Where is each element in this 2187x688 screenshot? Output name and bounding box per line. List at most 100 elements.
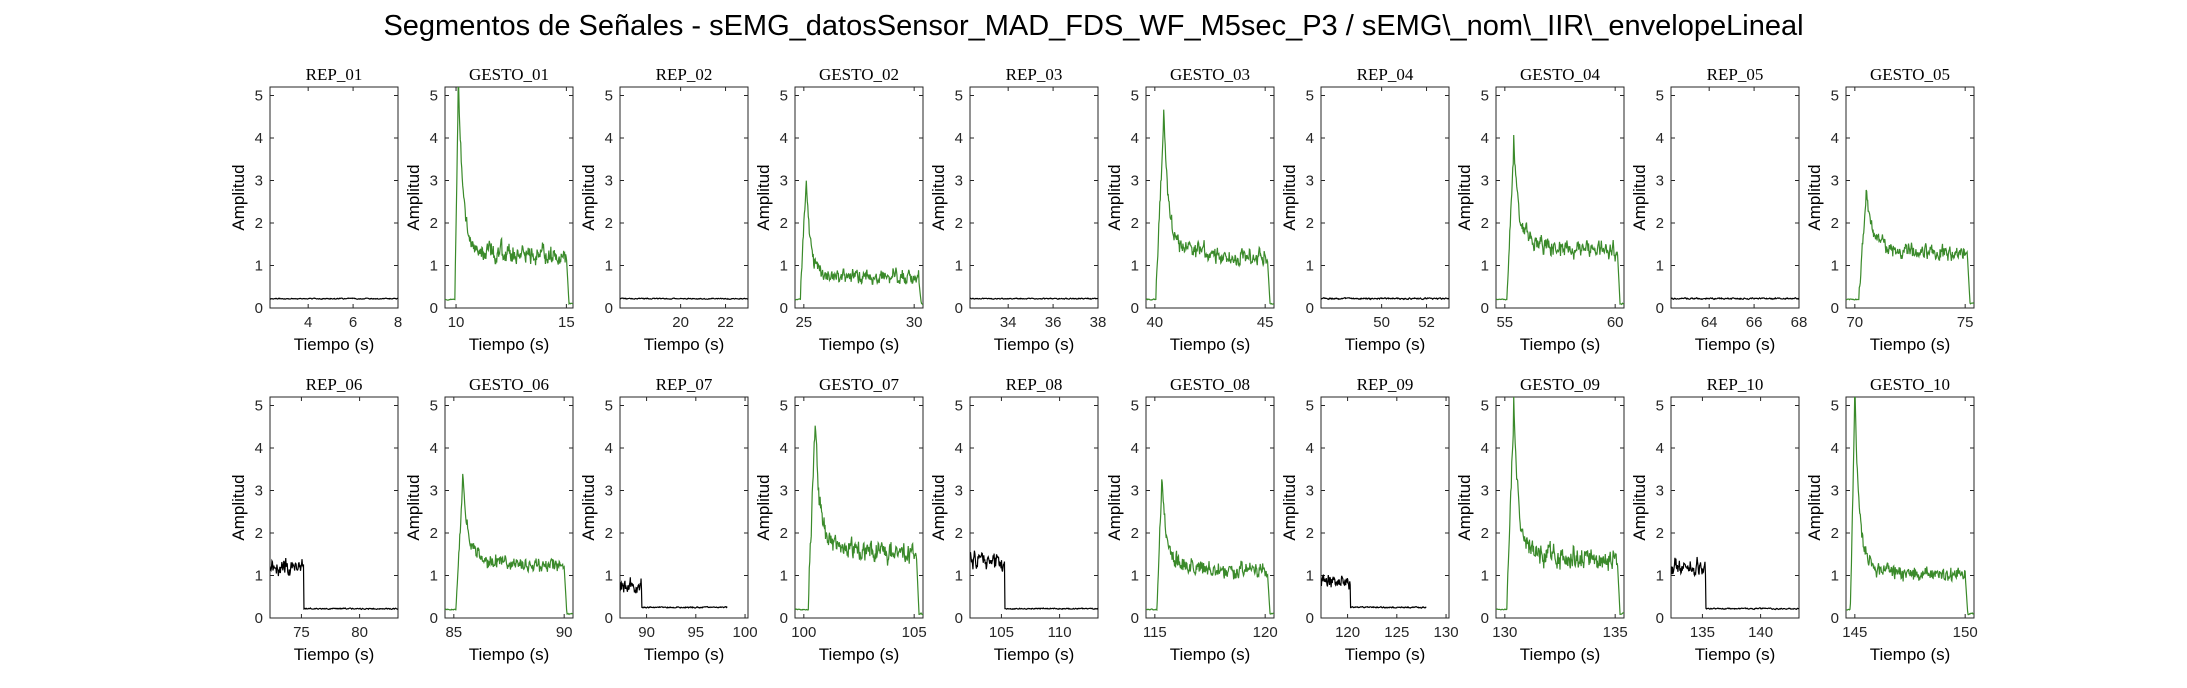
y-tick-label: 5 bbox=[1831, 88, 1839, 105]
subplot-title: REP_05 bbox=[1707, 65, 1764, 84]
y-tick-label: 4 bbox=[1831, 440, 1839, 457]
y-axis-label: Amplitud bbox=[1805, 164, 1824, 230]
subplot-title: REP_09 bbox=[1357, 375, 1414, 394]
x-tick-label: 95 bbox=[687, 624, 704, 641]
y-tick-label: 1 bbox=[1831, 568, 1839, 585]
x-tick-label: 80 bbox=[351, 624, 368, 641]
x-axis-label: Tiempo (s) bbox=[1695, 645, 1776, 664]
y-tick-label: 3 bbox=[605, 173, 613, 190]
x-tick-label: 45 bbox=[1257, 314, 1274, 331]
y-tick-label: 3 bbox=[1131, 173, 1139, 190]
subplot-title: GESTO_05 bbox=[1870, 65, 1950, 84]
y-tick-label: 2 bbox=[430, 525, 438, 542]
axes-frame bbox=[619, 86, 749, 309]
subplot-title: GESTO_02 bbox=[819, 65, 899, 84]
y-tick-label: 3 bbox=[1306, 173, 1314, 190]
y-tick-label: 2 bbox=[1831, 215, 1839, 232]
x-axis-label: Tiempo (s) bbox=[819, 335, 900, 354]
y-tick-label: 5 bbox=[1306, 88, 1314, 105]
y-tick-label: 2 bbox=[605, 215, 613, 232]
y-tick-label: 0 bbox=[1306, 610, 1314, 627]
y-tick-label: 5 bbox=[1656, 88, 1664, 105]
x-tick-label: 75 bbox=[293, 624, 310, 641]
subplot-title: GESTO_07 bbox=[819, 375, 899, 394]
y-tick-label: 2 bbox=[780, 525, 788, 542]
x-axis-label: Tiempo (s) bbox=[294, 335, 375, 354]
x-tick-label: 30 bbox=[906, 314, 923, 331]
y-axis-label: Amplitud bbox=[1280, 474, 1299, 540]
x-axis-label: Tiempo (s) bbox=[294, 645, 375, 664]
y-tick-label: 4 bbox=[955, 130, 963, 147]
x-tick-label: 120 bbox=[1335, 624, 1360, 641]
x-tick-label: 15 bbox=[558, 314, 575, 331]
y-tick-label: 0 bbox=[255, 300, 263, 317]
y-tick-label: 5 bbox=[430, 398, 438, 415]
y-tick-label: 0 bbox=[1831, 610, 1839, 627]
subplot-gesto-05: GESTO_05 0 1 2 3 4 5 70 75 Tiempo (s) Amplitud bbox=[1805, 65, 1975, 354]
y-tick-label: 3 bbox=[1656, 173, 1664, 190]
series-line bbox=[620, 297, 748, 300]
y-tick-label: 4 bbox=[255, 130, 263, 147]
y-tick-label: 3 bbox=[255, 173, 263, 190]
x-axis-label: Tiempo (s) bbox=[1870, 335, 1951, 354]
y-tick-label: 3 bbox=[605, 483, 613, 500]
y-axis-label: Amplitud bbox=[404, 474, 423, 540]
y-tick-label: 1 bbox=[255, 258, 263, 275]
y-tick-label: 1 bbox=[605, 568, 613, 585]
y-tick-label: 1 bbox=[1131, 258, 1139, 275]
y-tick-label: 1 bbox=[1131, 568, 1139, 585]
axes-frame bbox=[794, 396, 924, 619]
y-tick-label: 1 bbox=[955, 258, 963, 275]
subplot-title: REP_03 bbox=[1006, 65, 1063, 84]
axes-frame bbox=[969, 396, 1099, 619]
y-axis-label: Amplitud bbox=[754, 164, 773, 230]
y-tick-label: 3 bbox=[780, 483, 788, 500]
y-tick-label: 1 bbox=[1306, 568, 1314, 585]
y-tick-label: 2 bbox=[255, 215, 263, 232]
y-tick-label: 4 bbox=[430, 440, 438, 457]
subplot-title: REP_01 bbox=[306, 65, 363, 84]
x-tick-label: 6 bbox=[349, 314, 357, 331]
y-tick-label: 0 bbox=[1481, 610, 1489, 627]
y-tick-label: 0 bbox=[780, 610, 788, 627]
y-tick-label: 2 bbox=[255, 525, 263, 542]
y-tick-label: 3 bbox=[430, 173, 438, 190]
y-tick-label: 3 bbox=[1481, 483, 1489, 500]
y-tick-label: 1 bbox=[780, 568, 788, 585]
subplot-rep-04: REP_04 0 1 2 3 4 5 50 52 Tiempo (s) Amplitud bbox=[1280, 65, 1450, 354]
axes-frame bbox=[1320, 396, 1450, 619]
y-tick-label: 1 bbox=[430, 258, 438, 275]
axes-frame bbox=[269, 86, 399, 309]
y-tick-label: 4 bbox=[255, 440, 263, 457]
x-tick-label: 34 bbox=[1000, 314, 1017, 331]
y-tick-label: 0 bbox=[605, 610, 613, 627]
y-tick-label: 2 bbox=[1831, 525, 1839, 542]
subplot-rep-08: REP_08 0 1 2 3 4 5 105 110 Tiempo (s) Amplitud bbox=[929, 375, 1099, 664]
y-axis-label: Amplitud bbox=[404, 164, 423, 230]
series-line bbox=[445, 87, 573, 306]
axes-frame bbox=[1145, 396, 1275, 619]
y-tick-label: 4 bbox=[430, 130, 438, 147]
x-tick-label: 150 bbox=[1953, 624, 1978, 641]
y-tick-label: 1 bbox=[1656, 258, 1664, 275]
x-tick-label: 25 bbox=[795, 314, 812, 331]
x-axis-label: Tiempo (s) bbox=[994, 645, 1075, 664]
y-tick-label: 0 bbox=[430, 610, 438, 627]
y-tick-label: 1 bbox=[780, 258, 788, 275]
x-axis-label: Tiempo (s) bbox=[1695, 335, 1776, 354]
x-tick-label: 55 bbox=[1496, 314, 1513, 331]
y-axis-label: Amplitud bbox=[1455, 474, 1474, 540]
y-tick-label: 4 bbox=[605, 440, 613, 457]
y-tick-label: 2 bbox=[955, 215, 963, 232]
axes-frame bbox=[619, 396, 749, 619]
x-tick-label: 64 bbox=[1701, 314, 1718, 331]
x-tick-label: 66 bbox=[1746, 314, 1763, 331]
x-axis-label: Tiempo (s) bbox=[1345, 335, 1426, 354]
series-line bbox=[270, 297, 398, 300]
y-tick-label: 4 bbox=[955, 440, 963, 457]
